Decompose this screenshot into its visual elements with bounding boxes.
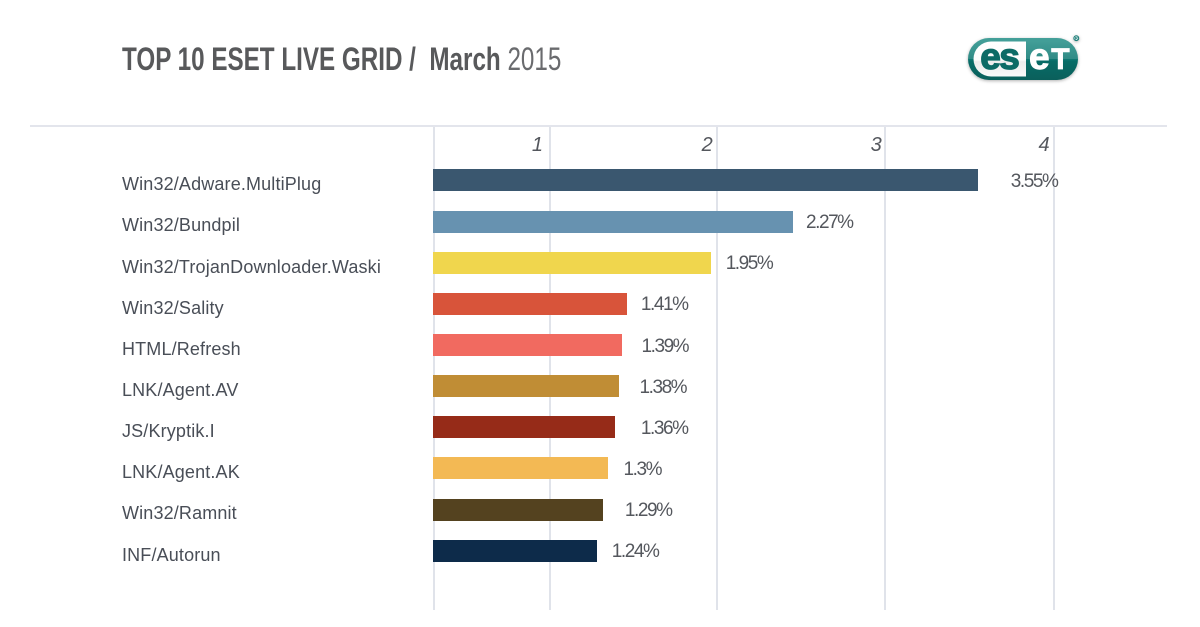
svg-text:e: e — [1029, 36, 1050, 77]
svg-text:es: es — [980, 36, 1019, 77]
svg-text:T: T — [1051, 43, 1069, 76]
svg-text:R: R — [1075, 36, 1079, 41]
